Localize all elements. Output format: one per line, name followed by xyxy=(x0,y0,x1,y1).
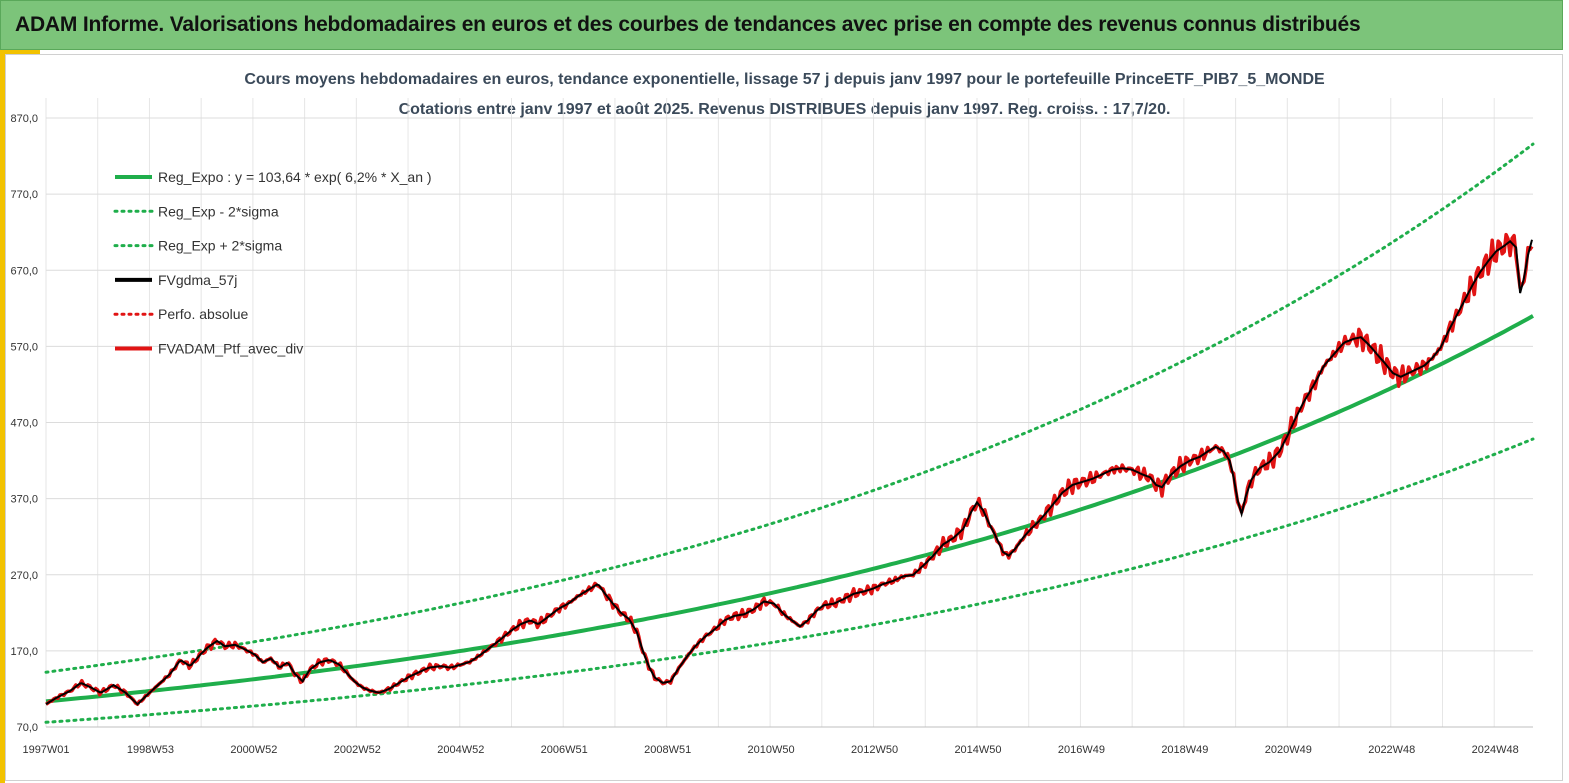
x-tick-label: 2002W52 xyxy=(334,744,381,756)
accent-bar-top xyxy=(0,50,40,54)
x-tick-label: 1998W53 xyxy=(127,744,174,756)
x-tick-label: 2012W50 xyxy=(851,744,898,756)
y-tick-label: 770,0 xyxy=(10,189,38,201)
y-tick-label: 170,0 xyxy=(10,646,38,658)
x-tick-label: 2000W52 xyxy=(230,744,277,756)
series-line-reg-expo xyxy=(45,314,1534,704)
y-tick-label: 670,0 xyxy=(10,265,38,277)
x-tick-label: 2016W49 xyxy=(1058,744,1105,756)
y-tick-label: 70,0 xyxy=(17,722,38,734)
y-tick-label: 370,0 xyxy=(10,494,38,506)
header-banner: ADAM Informe. Valorisations hebdomadaire… xyxy=(0,0,1563,50)
header-title: ADAM Informe. Valorisations hebdomadaire… xyxy=(15,13,1361,36)
chart-frame xyxy=(5,54,1563,781)
legend-label: FVADAM_Ptf_avec_div xyxy=(158,341,303,357)
legend-label: FVgdma_57j xyxy=(158,272,237,288)
y-tick-label: 470,0 xyxy=(10,418,38,430)
chart-title: Cours moyens hebdomadaires en euros, ten… xyxy=(244,71,1325,88)
legend-label: Reg_Exp + 2*sigma xyxy=(158,238,282,254)
x-tick-label: 2020W49 xyxy=(1265,744,1312,756)
legend-label: Reg_Expo : y = 103,64 * exp( 6,2% * X_an… xyxy=(158,169,432,185)
series-line-fvgdma-57j xyxy=(45,239,1533,706)
x-tick-label: 2018W49 xyxy=(1161,744,1208,756)
x-tick-label: 2022W48 xyxy=(1368,744,1415,756)
legend-label: Perfo. absolue xyxy=(158,306,248,322)
accent-bar-left xyxy=(0,50,5,783)
x-tick-label: 2010W50 xyxy=(748,744,795,756)
y-tick-label: 870,0 xyxy=(10,113,38,125)
legend-label: Reg_Exp - 2*sigma xyxy=(158,203,279,219)
x-tick-label: 2006W51 xyxy=(541,744,588,756)
y-tick-label: 270,0 xyxy=(10,570,38,582)
x-tick-label: 2014W50 xyxy=(954,744,1001,756)
x-tick-label: 2004W52 xyxy=(437,744,484,756)
x-tick-label: 1997W01 xyxy=(22,744,69,756)
x-tick-label: 2008W51 xyxy=(644,744,691,756)
series-line-reg-exp-plus-2sigma xyxy=(44,142,1535,674)
x-tick-label: 2024W48 xyxy=(1472,744,1519,756)
series-line-reg-exp-minus-2sigma xyxy=(44,437,1535,724)
y-tick-label: 570,0 xyxy=(10,341,38,353)
series-line-fvadam-ptf-avec-div xyxy=(45,232,1534,707)
